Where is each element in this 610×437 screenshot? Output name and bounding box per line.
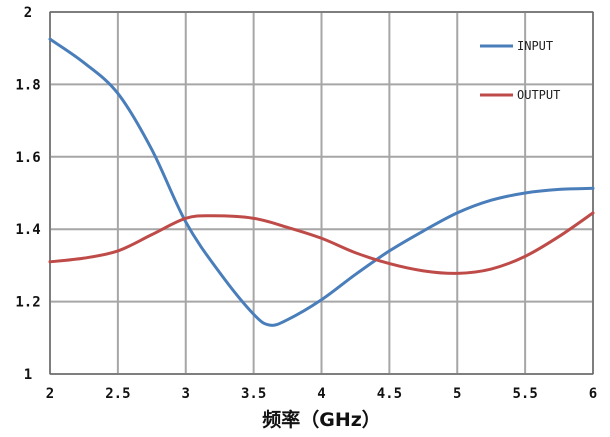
y-tick-label: 1.6 [15, 150, 40, 166]
series-lines [48, 37, 595, 327]
x-tick-label: 4 [317, 386, 325, 402]
y-tick-label: 2 [24, 5, 32, 21]
legend: INPUT OUTPUT [480, 39, 560, 102]
series-line-input [48, 37, 595, 327]
x-axis-label: 频率（GHz） [262, 408, 381, 431]
y-tick-label: 1.8 [15, 77, 40, 93]
x-tick-label: 2 [46, 386, 54, 402]
x-tick-label: 5 [453, 386, 461, 402]
y-axis-ticks: 1 1.2 1.4 1.6 1.8 2 [15, 5, 40, 383]
x-axis-ticks: 2 2.5 3 3.5 4 4.5 5 5.5 6 [46, 386, 597, 402]
x-tick-label: 4.5 [377, 386, 402, 402]
plot-frame [49, 11, 594, 375]
y-tick-label: 1.4 [15, 222, 40, 238]
x-tick-label: 3.5 [241, 386, 266, 402]
series-line-output [48, 211, 595, 275]
y-tick-label: 1 [24, 367, 32, 383]
x-tick-label: 3 [182, 386, 190, 402]
grid-lines [49, 11, 594, 375]
x-tick-label: 5.5 [512, 386, 537, 402]
x-tick-label: 2.5 [105, 386, 130, 402]
legend-label-output: OUTPUT [517, 88, 560, 102]
x-tick-label: 6 [589, 386, 597, 402]
y-tick-label: 1.2 [15, 295, 40, 311]
legend-label-input: INPUT [517, 39, 553, 53]
